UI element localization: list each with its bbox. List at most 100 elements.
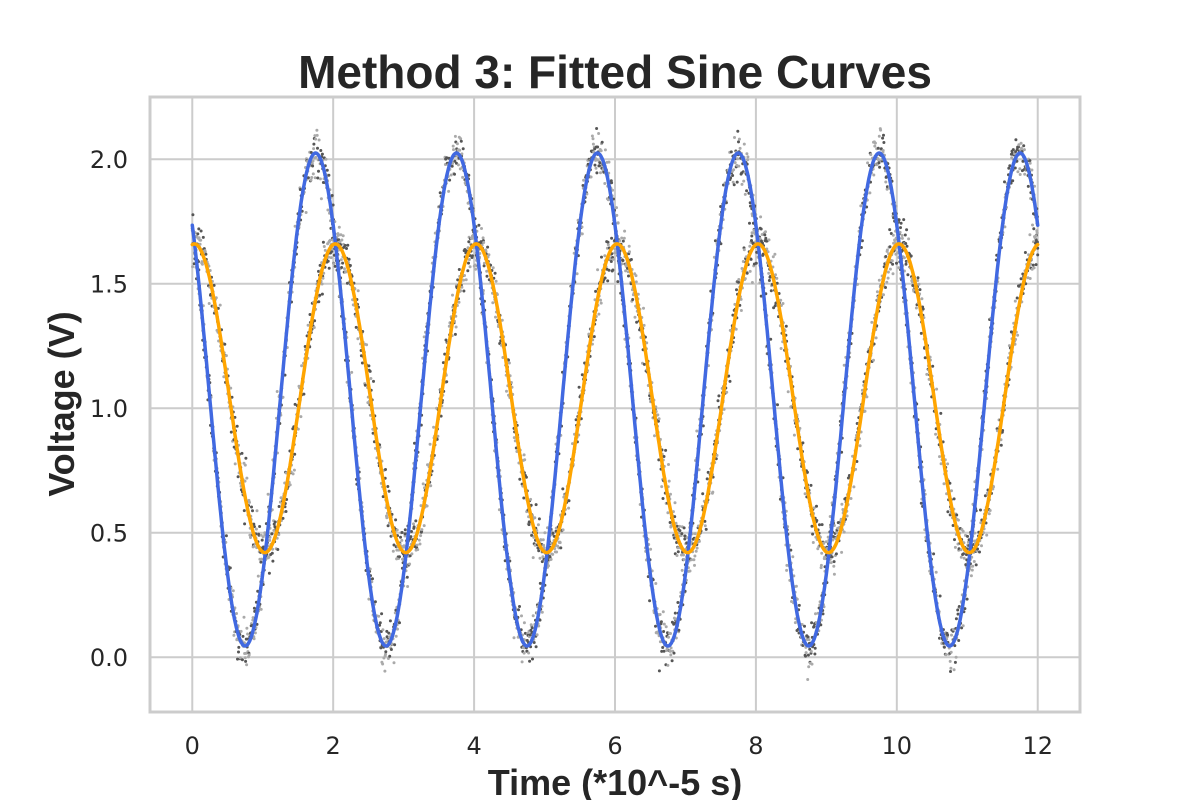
sample-point xyxy=(252,637,256,641)
sample-point xyxy=(243,463,247,467)
sample-point xyxy=(934,570,938,574)
sample-point xyxy=(858,444,862,448)
sample-point xyxy=(405,575,409,579)
sample-point xyxy=(877,158,881,162)
sample-point xyxy=(271,559,275,563)
sample-point xyxy=(628,250,631,254)
sample-point xyxy=(369,377,373,380)
sample-point xyxy=(378,621,382,625)
sample-point xyxy=(453,172,456,176)
sample-point xyxy=(258,525,262,528)
sample-point xyxy=(812,624,816,628)
sample-point xyxy=(611,188,615,192)
sample-point xyxy=(771,255,775,259)
sample-point xyxy=(551,552,555,556)
sample-point xyxy=(260,538,264,542)
sample-point xyxy=(956,612,960,616)
sample-point xyxy=(316,146,319,150)
sample-point xyxy=(384,468,387,471)
sample-point xyxy=(528,633,532,637)
sample-point xyxy=(315,133,319,137)
sample-point xyxy=(909,254,913,258)
sample-point xyxy=(385,629,389,633)
sample-point xyxy=(885,280,889,284)
sample-point xyxy=(450,164,454,168)
sample-point xyxy=(767,279,771,282)
sample-point xyxy=(791,555,795,559)
sample-point xyxy=(386,657,390,660)
sample-point xyxy=(318,293,322,297)
sample-point xyxy=(949,670,952,673)
sample-point xyxy=(293,224,297,228)
sample-point xyxy=(1015,148,1019,151)
sample-point xyxy=(633,315,637,319)
sample-point xyxy=(339,258,343,262)
sample-point xyxy=(769,337,773,341)
sample-point xyxy=(458,148,462,152)
sample-point xyxy=(394,518,398,522)
sample-point xyxy=(948,659,952,663)
sample-point xyxy=(732,183,736,187)
sample-point xyxy=(634,274,638,278)
sample-point xyxy=(406,585,410,588)
sample-point xyxy=(314,137,318,141)
sample-point xyxy=(239,629,243,633)
sample-point xyxy=(1007,166,1011,170)
sample-point xyxy=(326,208,330,212)
sample-point xyxy=(631,298,635,301)
sample-point xyxy=(314,155,318,159)
sample-point xyxy=(904,242,908,245)
sample-point xyxy=(421,482,425,486)
sample-point xyxy=(385,516,389,520)
sample-point xyxy=(259,607,263,611)
sample-point xyxy=(445,380,449,384)
sample-point xyxy=(537,549,541,553)
sample-point xyxy=(394,634,398,638)
sample-point xyxy=(300,364,304,368)
sample-point xyxy=(959,548,963,552)
sample-point xyxy=(523,458,527,462)
sample-point xyxy=(447,189,451,193)
sample-point xyxy=(413,441,416,445)
sample-point xyxy=(533,516,537,520)
sample-point xyxy=(284,510,288,513)
sample-point xyxy=(803,624,806,628)
sample-point xyxy=(624,269,628,273)
sample-point xyxy=(310,162,314,166)
sample-point xyxy=(330,194,334,197)
sample-point xyxy=(859,204,863,208)
sample-point xyxy=(304,211,308,214)
sample-point xyxy=(957,639,961,642)
sample-point xyxy=(750,231,754,235)
sample-point xyxy=(387,489,391,493)
sample-point xyxy=(298,188,302,191)
sample-point xyxy=(954,617,958,621)
sample-point xyxy=(1003,225,1007,229)
sample-point xyxy=(1011,179,1015,183)
sample-point xyxy=(944,653,948,657)
sample-point xyxy=(966,534,969,538)
sample-point xyxy=(716,399,720,403)
sample-point xyxy=(784,324,788,328)
sample-point xyxy=(806,635,810,639)
sample-point xyxy=(829,561,833,565)
sample-point xyxy=(737,140,740,144)
sample-point xyxy=(877,161,881,165)
sample-point xyxy=(769,289,773,293)
sample-point xyxy=(491,301,495,305)
sample-point xyxy=(242,509,246,513)
sample-point xyxy=(606,198,610,202)
sample-point xyxy=(400,538,404,542)
sample-point xyxy=(882,293,885,297)
sample-point xyxy=(345,247,348,250)
sample-point xyxy=(244,456,248,460)
sample-point xyxy=(367,364,371,368)
sample-point xyxy=(247,653,251,657)
sample-point xyxy=(603,148,607,152)
sample-point xyxy=(235,612,238,615)
sample-point xyxy=(905,244,909,248)
sample-point xyxy=(244,659,248,663)
sample-point xyxy=(935,387,939,391)
sample-point xyxy=(953,644,957,648)
sample-point xyxy=(856,282,859,286)
